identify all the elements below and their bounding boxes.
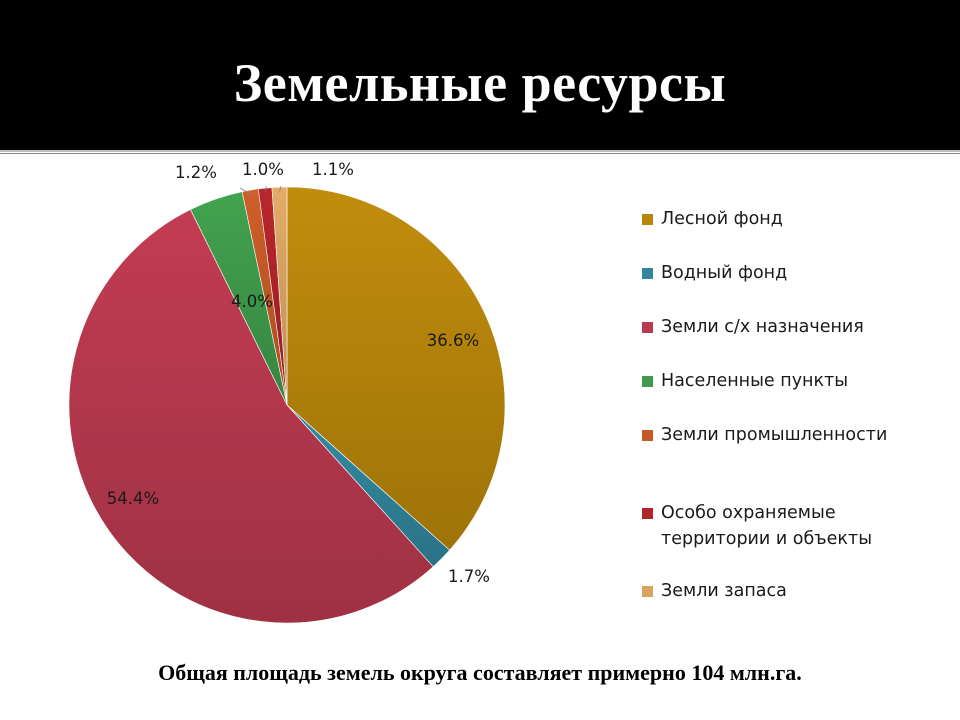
legend-label: Особо охраняемые территории и объекты	[661, 503, 873, 549]
data-label-6: 1.0%	[242, 160, 284, 179]
divider-line-shadow	[0, 153, 960, 154]
legend-swatch	[642, 214, 653, 225]
legend-label: Земли с/х назначения	[661, 317, 864, 337]
title-bar: Земельные ресурсы	[0, 0, 960, 150]
data-labels: 36.6% 1.7% 54.4% 4.0% 1.2% 1.0% 1.1%	[107, 160, 490, 586]
legend-swatch	[642, 430, 653, 441]
legend-label: Населенные пункты	[661, 371, 849, 391]
data-label-1: 36.6%	[427, 331, 479, 350]
data-label-2: 1.7%	[448, 567, 490, 586]
legend-label: Водный фонд	[661, 263, 788, 283]
leader-lines	[239, 185, 282, 195]
divider-line	[0, 150, 960, 152]
legend-swatch	[642, 376, 653, 387]
data-label-4: 4.0%	[231, 292, 273, 311]
pie-slice-3	[68, 209, 434, 624]
legend-label: Лесной фонд	[661, 209, 783, 229]
legend-label: Земли промышленности	[661, 425, 888, 445]
legend-swatch	[642, 268, 653, 279]
summary-caption: Общая площадь земель округа составляет п…	[158, 660, 802, 685]
leader-line-7	[279, 185, 282, 192]
pie-slices	[68, 186, 506, 624]
legend-label: Земли запаса	[661, 581, 787, 601]
slide-title: Земельные ресурсы	[233, 53, 727, 113]
legend-swatch	[642, 322, 653, 333]
data-label-5: 1.2%	[175, 163, 217, 182]
legend-swatch	[642, 586, 653, 597]
legend-swatch	[642, 508, 653, 519]
data-label-3: 54.4%	[107, 489, 159, 508]
data-label-7: 1.1%	[312, 160, 354, 179]
pie-slice-7	[271, 186, 288, 406]
leader-line-5	[239, 187, 252, 195]
pie-slice-1	[286, 186, 506, 551]
